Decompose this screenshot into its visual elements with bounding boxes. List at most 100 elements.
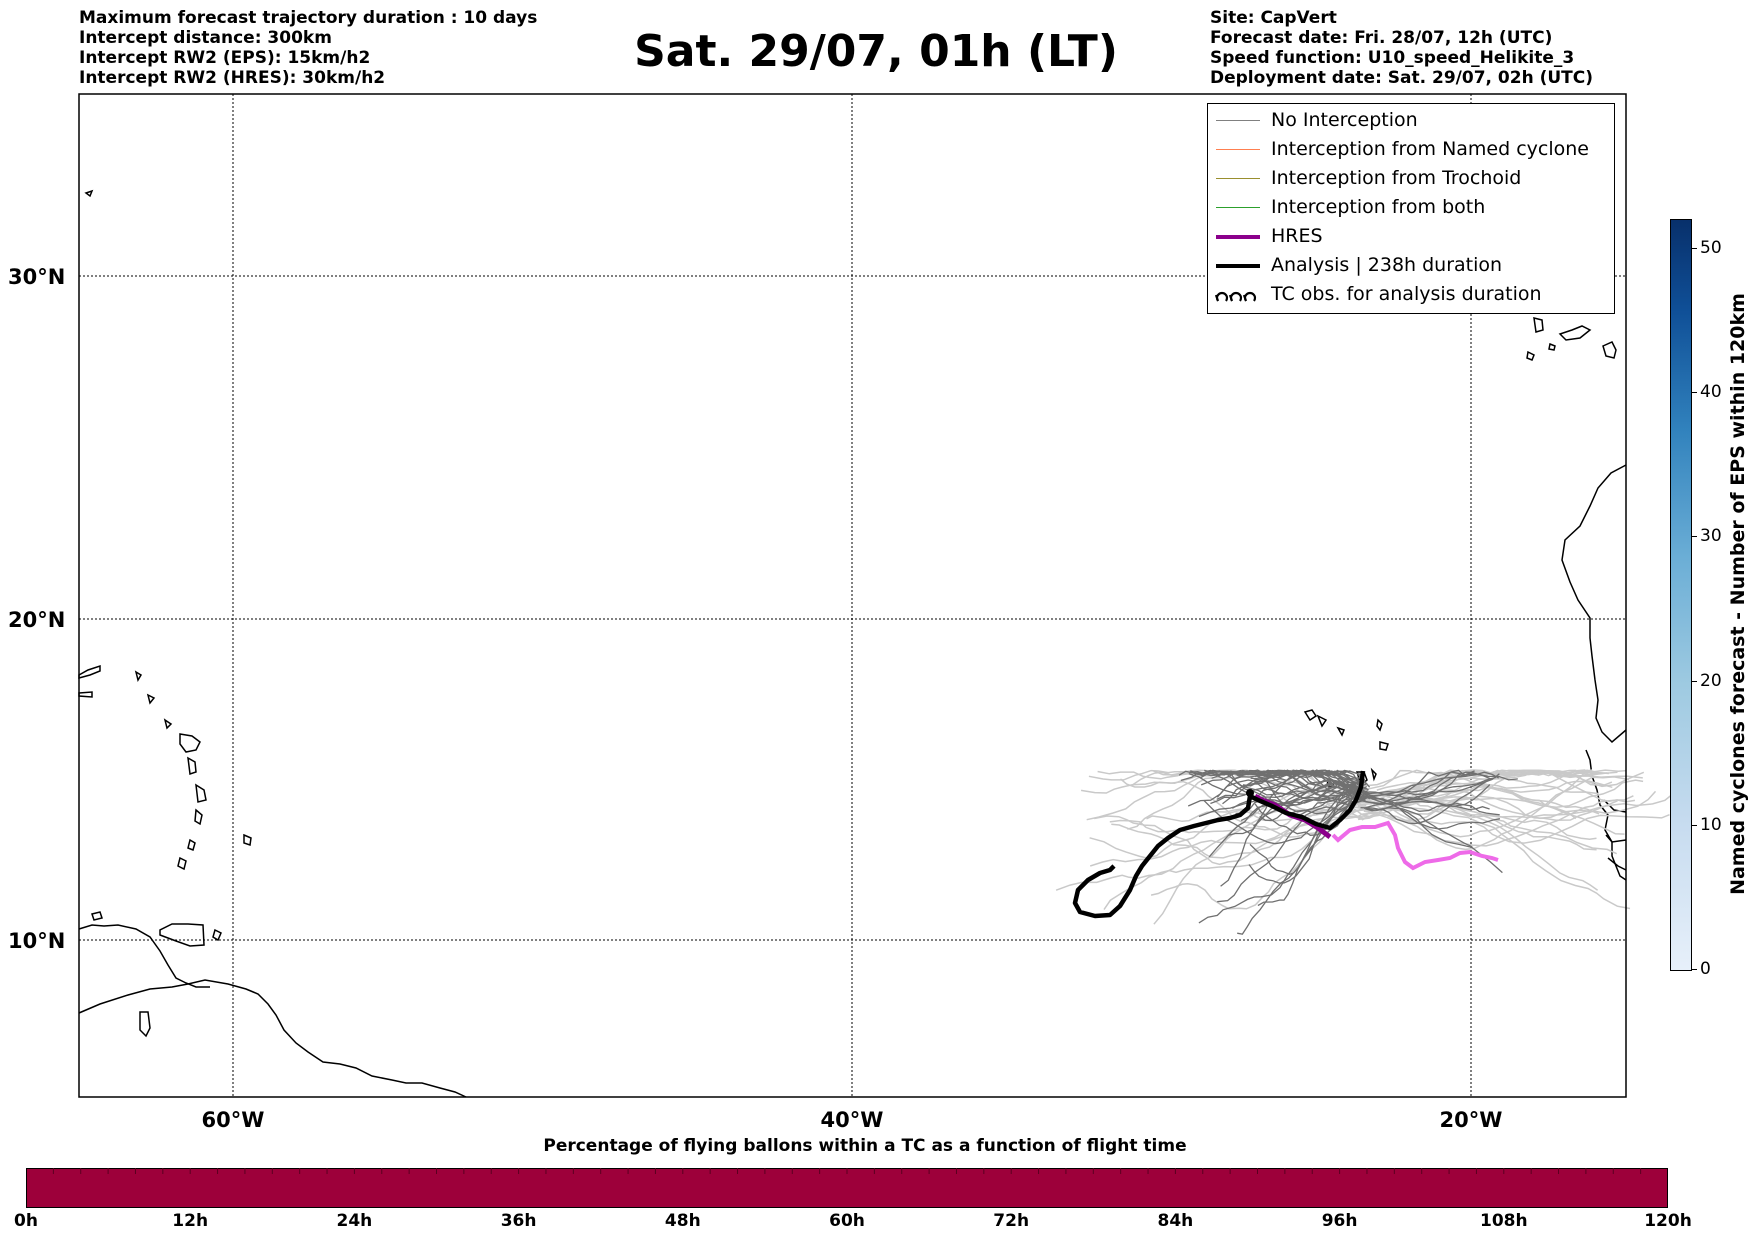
eps-trajectory-line (1094, 802, 1361, 866)
cyclone-colorbar (1670, 219, 1692, 971)
flight-time-bar (26, 1168, 1668, 1208)
lat-label-30n: 30°N (8, 265, 65, 289)
island-cape-verde-2 (1316, 714, 1328, 728)
eps-trajectories-no-interception (1178, 769, 1518, 935)
island-martinique (195, 783, 207, 803)
island-canary-1 (1533, 317, 1544, 333)
flight-time-tick-label: 12h (172, 1211, 209, 1231)
coastlines (78, 189, 1627, 1098)
island-barbados (243, 833, 252, 846)
island-guadeloupe (179, 733, 201, 753)
coast-trinidad (159, 923, 205, 947)
eps-trajectory-line (1387, 786, 1657, 820)
eps-trajectory-line (1354, 769, 1602, 838)
eps-trajectory-line (1227, 780, 1364, 837)
flight-time-tick-label: 36h (500, 1211, 537, 1231)
coast-venezuela-north (78, 924, 210, 988)
island-grenada (177, 856, 187, 871)
colorbar-tick-mark (1691, 680, 1697, 682)
lon-label-60w: 60°W (202, 1108, 265, 1132)
legend-label-both: Interception from both (1271, 196, 1486, 218)
header-line-deployment-date: Deployment date: Sat. 29/07, 02h (UTC) (1210, 68, 1594, 88)
legend-item-both: Interception from both (1208, 194, 1614, 223)
lat-label-20n: 20°N (8, 608, 65, 632)
legend-label-no-interception: No Interception (1271, 109, 1418, 131)
eps-trajectory-line (1248, 798, 1365, 884)
eps-trajectory-line (1204, 769, 1369, 799)
island-cape-verde-5 (1379, 741, 1389, 751)
header-line-intercept-distance: Intercept distance: 300km (79, 28, 332, 48)
eps-trajectory-line (1363, 792, 1500, 816)
legend-label-tc-obs: TC obs. for analysis duration (1271, 283, 1542, 305)
legend-label-hres: HRES (1271, 225, 1323, 247)
analysis-trajectory (1072, 770, 1366, 919)
colorbar-tick-label: 10 (1700, 814, 1722, 835)
coast-south-america (78, 979, 467, 1098)
colorbar-tick-label: 20 (1700, 670, 1722, 691)
island-small-3 (163, 718, 173, 730)
legend-swatch-hres (1216, 235, 1260, 239)
island-barbados-cluster (139, 1011, 151, 1038)
flight-time-tick-label: 60h (829, 1211, 865, 1231)
colorbar-tick-mark (1691, 247, 1697, 249)
legend-swatch-both (1216, 207, 1260, 208)
legend-item-tc-obs: TC obs. for analysis duration (1208, 281, 1614, 310)
legend-label-named-cyclone: Interception from Named cyclone (1271, 138, 1589, 160)
legend-label-analysis: Analysis | 238h duration (1271, 254, 1503, 276)
eps-trajectory-line (1365, 779, 1490, 825)
island-cape-verde-3 (1336, 726, 1345, 737)
eps-trajectory-line (1354, 780, 1613, 822)
island-small-4 (91, 911, 103, 921)
colorbar-tick-label: 50 (1700, 237, 1722, 258)
legend-item-no-interception: No Interception (1208, 107, 1614, 136)
island-tobago-small (212, 928, 222, 942)
eps-trajectory-line (1361, 769, 1475, 795)
eps-trajectory-line (1387, 814, 1670, 844)
header-left: Maximum forecast trajectory duration : 1… (79, 8, 537, 88)
legend-swatch-named-cyclone (1216, 149, 1260, 150)
header-line-max-duration: Maximum forecast trajectory duration : 1… (79, 8, 538, 28)
legend-item-analysis: Analysis | 238h duration (1208, 252, 1614, 281)
header-line-rw2-eps: Intercept RW2 (EPS): 15km/h2 (79, 48, 371, 68)
eps-trajectory-line (1198, 792, 1361, 924)
legend-item-trochoid: Interception from Trochoid (1208, 165, 1614, 194)
island-small-2 (146, 693, 156, 705)
island-canary-5 (1548, 342, 1556, 351)
eps-trajectory-line (1257, 786, 1368, 907)
lon-label-40w: 40°W (821, 1108, 884, 1132)
colorbar-tick-mark (1691, 969, 1697, 970)
island-st-vincent (187, 838, 196, 852)
eps-trajectory-line (1237, 788, 1371, 935)
eps-trajectory-line (1217, 798, 1366, 903)
colorbar-tick-mark (1691, 536, 1697, 538)
map-axis-labels: 30°N 20°N 10°N 60°W 40°W 20°W (8, 265, 1502, 1132)
cyclone-icon (1214, 291, 1257, 302)
eps-trajectory-line (1380, 805, 1631, 910)
eps-trajectory-line (1362, 771, 1500, 799)
header-right: Site: CapVert Forecast date: Fri. 28/07,… (1210, 8, 1593, 88)
island-cape-verde-4 (1376, 718, 1383, 732)
legend-swatch-analysis (1216, 264, 1260, 268)
eps-trajectory-line (1194, 770, 1363, 784)
flight-time-tick-label: 108h (1480, 1211, 1528, 1231)
header-line-site: Site: CapVert (1210, 8, 1337, 28)
legend-swatch-trochoid (1216, 178, 1260, 179)
island-st-lucia (194, 808, 203, 826)
legend-label-trochoid: Interception from Trochoid (1271, 167, 1522, 189)
colorbar-tick-mark (1691, 392, 1697, 394)
island-dominica (187, 756, 197, 776)
flight-time-tick-label: 72h (993, 1211, 1030, 1231)
eps-trajectory-line (1254, 795, 1362, 836)
colorbar-tick-label: 40 (1700, 382, 1722, 403)
flight-time-tick-label: 48h (664, 1211, 701, 1231)
header-line-rw2-hres: Intercept RW2 (HRES): 30km/h2 (79, 68, 386, 88)
legend-item-named-cyclone: Interception from Named cyclone (1208, 136, 1614, 165)
island-canary-4 (1526, 350, 1535, 361)
analysis-start-dot (1246, 789, 1254, 797)
eps-trajectory-line (1362, 795, 1503, 874)
island-canary-2 (1558, 325, 1592, 341)
island-small-5 (84, 189, 94, 198)
coast-senegal-gambia (1603, 799, 1627, 871)
eps-trajectory-line (1236, 775, 1362, 813)
